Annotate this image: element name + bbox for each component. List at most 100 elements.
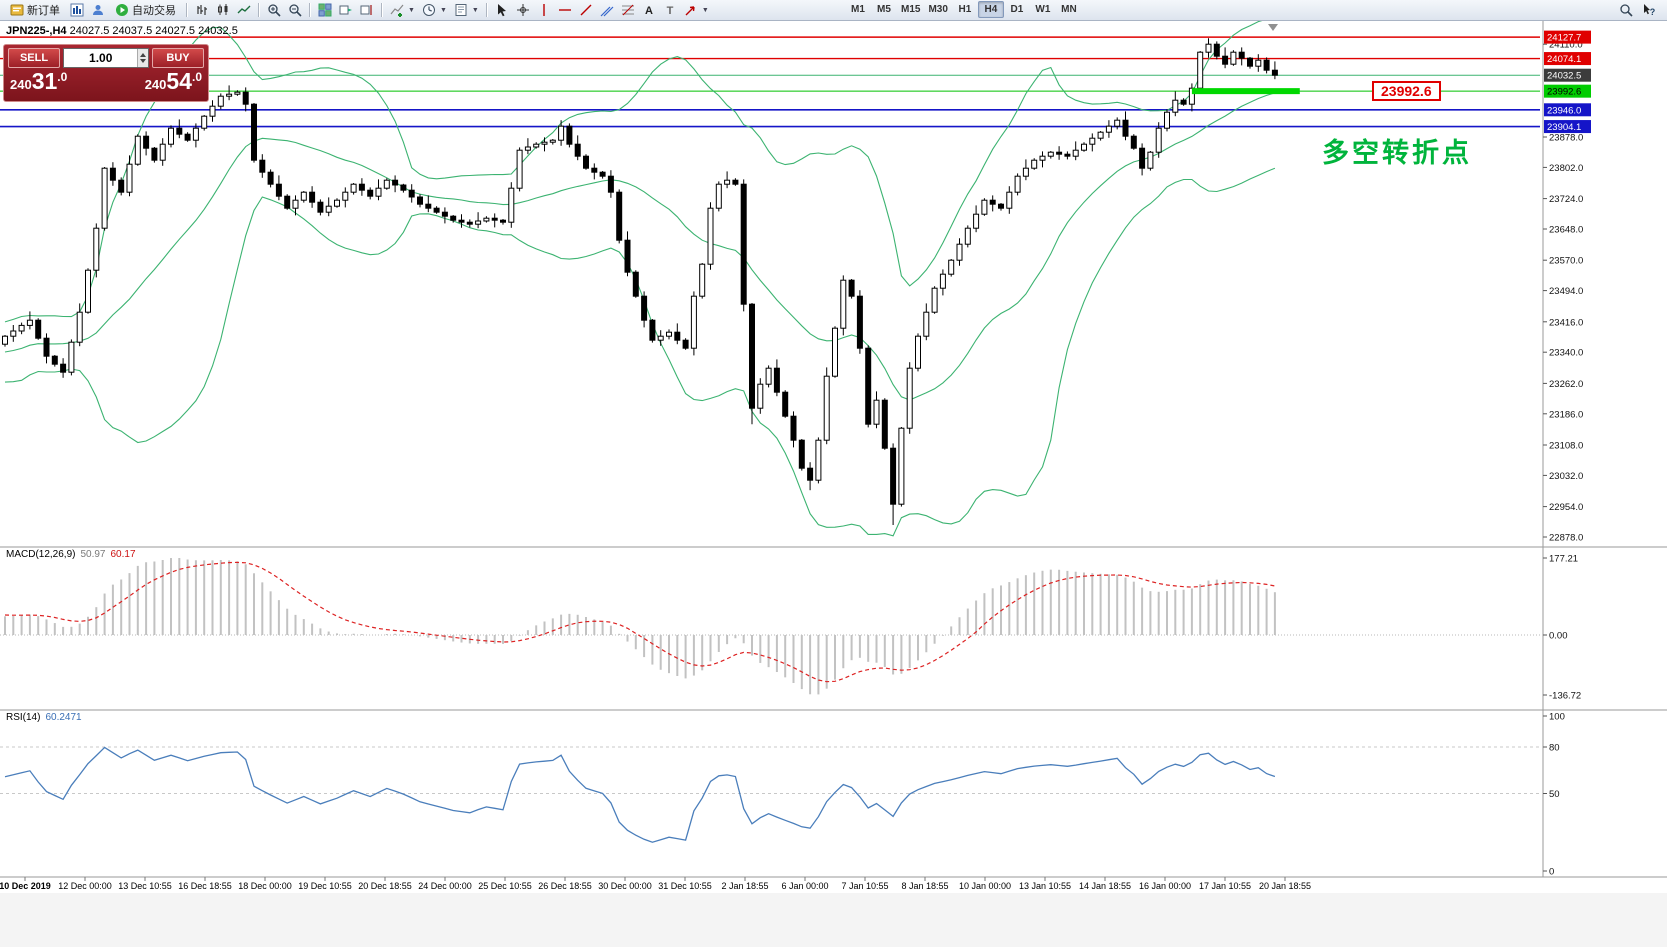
new-order-button[interactable]: 新订单 [4, 2, 66, 19]
cursor-icon[interactable] [492, 2, 512, 19]
quick-help-icon[interactable]: ? [1639, 1, 1659, 18]
time-tick-label: 12 Dec 00:00 [58, 881, 112, 891]
volume-input[interactable] [64, 49, 138, 67]
indicators-button[interactable]: ▼ [387, 2, 418, 19]
fibonacci-icon[interactable] [618, 2, 638, 19]
tf-h1[interactable]: H1 [952, 1, 978, 18]
price-tick-label: 23724.0 [1549, 194, 1583, 205]
rsi-value: 60.2471 [45, 712, 82, 723]
price-tick-label: 23186.0 [1549, 409, 1583, 420]
rsi-line [4, 746, 1276, 843]
templates-button[interactable]: ▼ [451, 2, 482, 19]
svg-text:24127.7: 24127.7 [1547, 33, 1581, 44]
macd-histogram [4, 558, 1276, 695]
macd-value: 50.97 [80, 549, 106, 560]
tf-m30[interactable]: M30 [924, 1, 951, 18]
time-tick-label: 16 Dec 18:55 [178, 881, 232, 891]
macd-pane[interactable] [0, 558, 1540, 695]
volume-spinner[interactable] [137, 49, 148, 67]
auto-scroll-icon[interactable] [336, 2, 356, 19]
volume-box [63, 48, 149, 68]
price-tick-label: 23494.0 [1549, 286, 1583, 297]
price-tick-label: 23570.0 [1549, 256, 1583, 267]
macd-indicator-label: MACD(12,26,9) 50.97 60.17 [6, 549, 136, 560]
rsi-pane[interactable] [0, 746, 1540, 843]
time-tick-label: 20 Jan 18:55 [1259, 881, 1311, 891]
time-tick-label: 25 Dec 10:55 [478, 881, 532, 891]
price-tick-label: 24110.0 [1549, 40, 1583, 51]
time-tick-label: 31 Dec 10:55 [658, 881, 712, 891]
text-tool-icon[interactable]: A [639, 2, 659, 19]
price-chart-pane[interactable] [0, 18, 1540, 537]
tf-m15[interactable]: M15 [897, 1, 924, 18]
buy-button[interactable]: BUY [152, 48, 204, 68]
crosshair-icon[interactable] [513, 2, 533, 19]
tf-h4[interactable]: H4 [977, 1, 1004, 18]
price-tick-label: 23416.0 [1549, 317, 1583, 328]
time-tick-label: 17 Jan 10:55 [1199, 881, 1251, 891]
autotrading-button[interactable]: 自动交易 [109, 2, 182, 19]
sell-price: 24031.0 [10, 68, 68, 94]
time-tick-label: 2 Jan 18:55 [721, 881, 768, 891]
price-axis[interactable]: 24110.0 23878.0 23802.0 23724.0 23648.0 23570… [0, 20, 1667, 878]
tf-m1[interactable]: M1 [845, 1, 871, 18]
profiles-icon[interactable] [88, 2, 108, 19]
arrow-shape-icon [684, 2, 698, 19]
search-icon[interactable] [1616, 1, 1636, 18]
zoom-out-icon[interactable] [285, 2, 305, 19]
tf-d1[interactable]: D1 [1004, 1, 1030, 18]
rsi-scale-label: 80 [1549, 743, 1560, 754]
price-badge: 24032.5 [1544, 68, 1591, 82]
symbol-info: JPN225-,H4 24027.5 24037.5 24027.5 24032… [6, 25, 238, 37]
time-axis[interactable]: 10 Dec 2019 12 Dec 00:00 13 Dec 10:55 16 De… [0, 877, 1311, 891]
time-tick-label: 26 Dec 18:55 [538, 881, 592, 891]
arrows-tool-button[interactable]: ▼ [681, 2, 712, 19]
buy-price: 24054.0 [144, 68, 202, 94]
chart-window-icon[interactable] [67, 2, 87, 19]
tf-w1[interactable]: W1 [1030, 1, 1056, 18]
price-tick-label: 22954.0 [1549, 502, 1583, 513]
line-chart-icon[interactable] [234, 2, 254, 19]
vertical-line-icon[interactable] [534, 2, 554, 19]
price-flag-label[interactable]: 23992.6 [1372, 81, 1441, 101]
price-tick-label: 23108.0 [1549, 441, 1583, 452]
price-badge: 23946.0 [1544, 103, 1591, 117]
periods-button[interactable]: ▼ [419, 2, 450, 19]
zoom-in-icon[interactable] [264, 2, 284, 19]
time-tick-label: 16 Jan 00:00 [1139, 881, 1191, 891]
time-tick-label: 10 Dec 2019 [0, 881, 51, 891]
price-tick-label: 23340.0 [1549, 348, 1583, 359]
trendline-icon[interactable] [576, 2, 596, 19]
tf-mn[interactable]: MN [1056, 1, 1082, 18]
tf-m5[interactable]: M5 [871, 1, 897, 18]
bar-chart-icon[interactable] [192, 2, 212, 19]
time-tick-label: 8 Jan 18:55 [901, 881, 948, 891]
bollinger-bands [4, 21, 1276, 537]
ohlc-readout: 24027.5 24037.5 24027.5 24032.5 [69, 25, 238, 37]
svg-text:24032.5: 24032.5 [1547, 71, 1581, 82]
chart-shift-icon[interactable] [357, 2, 377, 19]
horizontal-line-icon[interactable] [555, 2, 575, 19]
channel-icon[interactable] [597, 2, 617, 19]
chart-shift-marker[interactable] [1268, 24, 1278, 31]
time-tick-label: 24 Dec 00:00 [418, 881, 472, 891]
new-order-label: 新订单 [27, 5, 60, 17]
rsi-indicator-label: RSI(14) 60.2471 [6, 712, 82, 723]
volume-up-icon[interactable] [140, 53, 147, 57]
price-badge: 24127.7 [1544, 30, 1591, 44]
candlestick-chart-icon[interactable] [213, 2, 233, 19]
time-tick-label: 18 Dec 00:00 [238, 881, 292, 891]
label-tool-icon[interactable]: T [660, 2, 680, 19]
rsi-scale-label: 0 [1549, 867, 1554, 878]
price-badge: 23992.6 [1544, 84, 1591, 98]
one-click-trading-panel: SELL BUY 24031.0 24054.0 [3, 44, 209, 102]
tile-windows-icon[interactable] [315, 2, 335, 19]
sell-button[interactable]: SELL [8, 48, 60, 68]
macd-name: MACD(12,26,9) [6, 549, 76, 560]
time-tick-label: 13 Jan 10:55 [1019, 881, 1071, 891]
volume-down-icon[interactable] [140, 59, 147, 63]
svg-text:23904.1: 23904.1 [1547, 122, 1581, 133]
svg-text:24074.1: 24074.1 [1547, 54, 1581, 65]
